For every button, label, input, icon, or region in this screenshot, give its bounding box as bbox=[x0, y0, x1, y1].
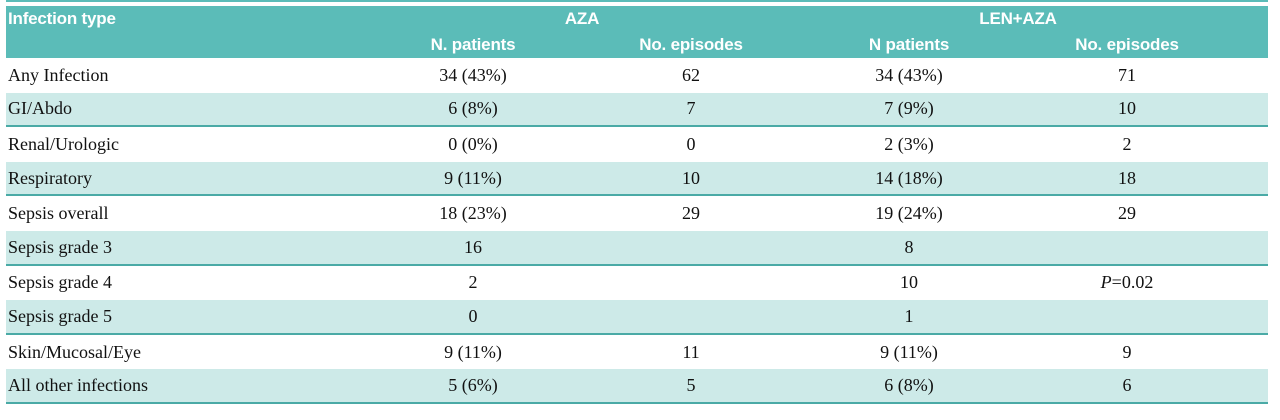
table-row: Sepsis grade 3 16 8 bbox=[6, 230, 1268, 266]
cell-lenaza-no-episodes: P=0.02 bbox=[1100, 272, 1154, 293]
cell-lenaza-n-patients: 14 (18%) bbox=[875, 167, 943, 188]
table-row: Sepsis grade 5 0 1 bbox=[6, 300, 1268, 335]
cell-aza-no-episodes: 62 bbox=[682, 64, 700, 85]
cell-lenaza-no-episodes: 9 bbox=[1122, 341, 1132, 362]
cell-lenaza-n-patients: 10 bbox=[900, 272, 918, 293]
header-infection-type: Infection type bbox=[8, 9, 116, 28]
table-row: Sepsis grade 4 2 10 P=0.02 bbox=[6, 265, 1268, 301]
cell-lenaza-n-patients: 19 (24%) bbox=[875, 203, 943, 224]
row-label: Sepsis grade 4 bbox=[8, 272, 112, 293]
row-label: Any Infection bbox=[8, 64, 109, 85]
header-group-aza: AZA bbox=[564, 9, 600, 28]
cell-lenaza-no-episodes: 29 bbox=[1118, 203, 1136, 224]
table-top-border bbox=[6, 0, 1268, 2]
row-label: Renal/Urologic bbox=[8, 133, 119, 154]
cell-lenaza-no-episodes: 6 bbox=[1122, 375, 1132, 396]
cell-aza-n-patients: 6 (8%) bbox=[448, 98, 498, 119]
table-row: Renal/Urologic 0 (0%) 0 2 (3%) 2 bbox=[6, 127, 1268, 162]
cell-aza-no-episodes: 10 bbox=[682, 167, 700, 188]
cell-lenaza-no-episodes: 71 bbox=[1118, 64, 1136, 85]
cell-aza-n-patients: 34 (43%) bbox=[439, 64, 507, 85]
cell-lenaza-n-patients: 1 bbox=[904, 305, 914, 326]
header-aza-no-episodes: No. episodes bbox=[639, 35, 743, 54]
cell-lenaza-n-patients: 34 (43%) bbox=[875, 64, 943, 85]
header-group-len-aza: LEN+AZA bbox=[979, 9, 1057, 28]
cell-lenaza-no-episodes: 18 bbox=[1118, 167, 1136, 188]
table-row: Skin/Mucosal/Eye 9 (11%) 11 9 (11%) 9 bbox=[6, 334, 1268, 370]
table-row: All other infections 5 (6%) 5 6 (8%) 6 bbox=[6, 369, 1268, 404]
table-row: Respiratory 9 (11%) 10 14 (18%) 18 bbox=[6, 161, 1268, 197]
header-group-row: Infection type AZA LEN+AZA bbox=[6, 6, 1268, 32]
table-header: Infection type AZA LEN+AZA N. patients N… bbox=[6, 6, 1268, 58]
cell-lenaza-n-patients: 9 (11%) bbox=[880, 341, 938, 362]
table-body: Any Infection 34 (43%) 62 34 (43%) 71 GI… bbox=[6, 58, 1268, 404]
row-label: Sepsis grade 3 bbox=[8, 236, 112, 257]
row-label: All other infections bbox=[8, 375, 148, 396]
cell-lenaza-no-episodes: 10 bbox=[1118, 98, 1136, 119]
cell-lenaza-n-patients: 7 (9%) bbox=[884, 98, 934, 119]
cell-aza-n-patients: 0 (0%) bbox=[448, 133, 498, 154]
header-aza-n-patients: N. patients bbox=[430, 35, 516, 54]
row-label: Sepsis overall bbox=[8, 203, 109, 224]
cell-lenaza-n-patients: 6 (8%) bbox=[884, 375, 934, 396]
cell-aza-n-patients: 18 (23%) bbox=[439, 203, 507, 224]
table-row: Sepsis overall 18 (23%) 29 19 (24%) 29 bbox=[6, 196, 1268, 231]
cell-aza-n-patients: 2 bbox=[468, 272, 478, 293]
cell-aza-n-patients: 9 (11%) bbox=[444, 167, 502, 188]
cell-aza-no-episodes: 0 bbox=[686, 133, 696, 154]
cell-aza-n-patients: 0 bbox=[468, 305, 478, 326]
header-sub-row: N. patients No. episodes N patients No. … bbox=[6, 32, 1268, 58]
cell-aza-no-episodes: 5 bbox=[686, 375, 696, 396]
table-row: Any Infection 34 (43%) 62 34 (43%) 71 bbox=[6, 58, 1268, 93]
header-lenaza-no-episodes: No. episodes bbox=[1075, 35, 1179, 54]
cell-lenaza-no-episodes: 2 bbox=[1122, 133, 1132, 154]
cell-aza-n-patients: 16 bbox=[464, 236, 482, 257]
infection-table-figure: Infection type AZA LEN+AZA N. patients N… bbox=[6, 0, 1268, 404]
header-lenaza-n-patients: N patients bbox=[868, 35, 950, 54]
cell-aza-no-episodes: 7 bbox=[686, 98, 696, 119]
cell-aza-no-episodes: 11 bbox=[682, 341, 700, 362]
row-label: Respiratory bbox=[8, 167, 92, 188]
row-label: Sepsis grade 5 bbox=[8, 305, 112, 326]
cell-aza-no-episodes: 29 bbox=[682, 203, 700, 224]
cell-aza-n-patients: 9 (11%) bbox=[444, 341, 502, 362]
row-label: GI/Abdo bbox=[8, 98, 72, 119]
table-row: GI/Abdo 6 (8%) 7 7 (9%) 10 bbox=[6, 92, 1268, 128]
cell-aza-n-patients: 5 (6%) bbox=[448, 375, 498, 396]
cell-lenaza-n-patients: 8 bbox=[904, 236, 914, 257]
cell-lenaza-n-patients: 2 (3%) bbox=[884, 133, 934, 154]
row-label: Skin/Mucosal/Eye bbox=[8, 341, 141, 362]
